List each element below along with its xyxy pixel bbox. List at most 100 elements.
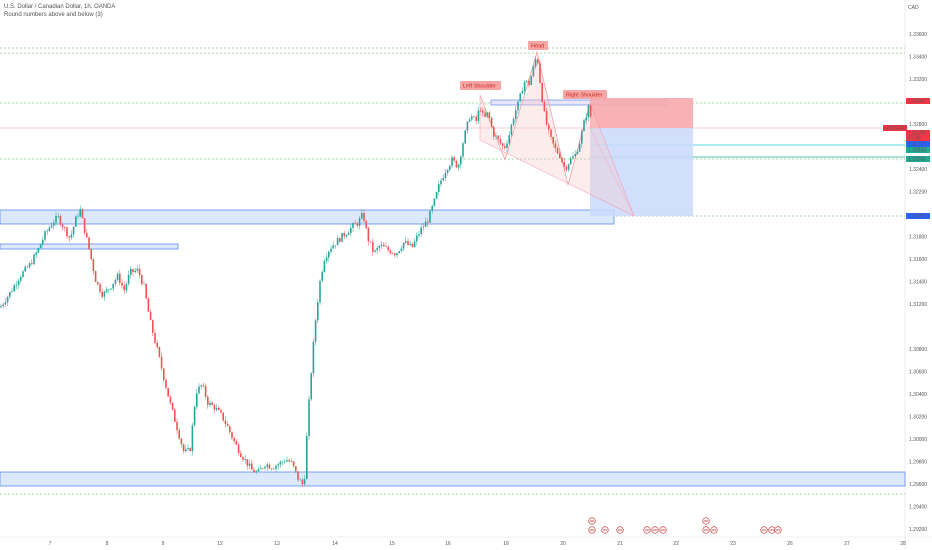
candle-body (589, 105, 592, 117)
event-flag-icon[interactable] (768, 526, 776, 534)
candle-body (451, 157, 453, 166)
candle-body (400, 248, 403, 252)
candle-body (242, 457, 244, 460)
candle-body (587, 105, 590, 118)
candle-body (484, 112, 486, 117)
time-tick-label: 26 (787, 541, 793, 547)
candle-body (86, 232, 88, 238)
candle-body (24, 266, 26, 272)
zones-layer (0, 47, 906, 495)
candle-body (477, 110, 480, 121)
candle-body (222, 412, 224, 421)
candle-body (391, 253, 394, 254)
candle-body (202, 385, 205, 387)
candle-body (413, 241, 416, 248)
price-axis[interactable]: CAD 1.33600 1.33400 1.33200 1.32800 1.32400 1… (908, 5, 927, 533)
candle-body (418, 233, 420, 236)
time-tick-label: 13 (274, 541, 280, 547)
event-flag-icon[interactable] (702, 517, 710, 525)
economic-events[interactable] (588, 517, 782, 534)
candle-body (453, 157, 455, 161)
event-flag-icon[interactable] (651, 526, 659, 534)
candle-body (585, 117, 587, 121)
candle-body (314, 320, 317, 342)
candle-body (339, 238, 341, 242)
candle-body (273, 468, 275, 470)
candle-body (495, 135, 497, 137)
candle-body (240, 453, 242, 458)
candle-body (539, 63, 541, 83)
time-tick-label: 8 (106, 541, 109, 547)
candle-body (394, 253, 396, 256)
time-axis[interactable]: 7 8 9 12 13 14 15 16 19 20 21 22 23 26 27 28 (49, 541, 906, 547)
candle-body (325, 257, 328, 262)
take-profit-zone (590, 128, 693, 216)
event-flag-icon[interactable] (588, 526, 596, 534)
candle-body (328, 251, 330, 258)
price-tick-label: 1.31800 (909, 234, 927, 240)
candle-body (583, 120, 585, 132)
candle-body (297, 471, 299, 480)
candle-body (407, 241, 409, 245)
candle-body (224, 420, 227, 424)
candle-body (182, 444, 185, 452)
price-badge-text: 1.32551 (908, 157, 926, 163)
event-flag-icon[interactable] (659, 526, 667, 534)
candle-body (310, 373, 312, 400)
candle-body (378, 245, 381, 248)
time-tick-label: 20 (560, 541, 566, 547)
candle-body (301, 479, 304, 485)
event-flag-icon[interactable] (760, 526, 768, 534)
candle-body (26, 266, 29, 268)
time-tick-label: 27 (844, 541, 850, 547)
candle-body (537, 59, 539, 64)
candle-body (226, 423, 229, 427)
event-flag-icon[interactable] (643, 526, 651, 534)
price-badge-box (906, 213, 930, 219)
candle-body (308, 399, 310, 437)
candle-body (405, 241, 407, 243)
candle-body (262, 468, 264, 469)
event-flag-icon[interactable] (616, 526, 624, 534)
candle-body (499, 138, 502, 144)
candle-body (83, 218, 86, 233)
candle-body (92, 259, 95, 272)
candle-body (176, 421, 178, 431)
candle-body (352, 223, 354, 228)
candle-body (275, 465, 277, 469)
candle-body (550, 129, 552, 137)
candle-body (411, 243, 414, 248)
candle-body (253, 469, 255, 473)
candle-body (174, 409, 176, 422)
candle-body (11, 291, 13, 292)
candle-body (207, 396, 209, 405)
candle-body (31, 263, 33, 265)
candle-body (158, 347, 161, 357)
candle-body (380, 244, 383, 246)
candle-body (334, 245, 337, 246)
candle-body (33, 254, 35, 265)
candle-body (9, 291, 11, 297)
event-flag-icon[interactable] (774, 526, 782, 534)
price-tick-label: 1.32800 (909, 122, 927, 128)
candle-body (48, 227, 51, 231)
candle-body (251, 463, 253, 470)
candle-body (361, 213, 363, 219)
candle-body (169, 396, 172, 403)
candle-body (75, 216, 77, 227)
event-flag-icon[interactable] (702, 526, 710, 534)
candle-body (486, 112, 488, 117)
event-flag-icon[interactable] (588, 517, 596, 525)
event-flag-icon[interactable] (710, 526, 718, 534)
event-flag-icon[interactable] (601, 526, 609, 534)
candle-body (121, 282, 123, 286)
candle-body (2, 304, 4, 306)
candle-body (200, 385, 202, 387)
candle-body (369, 241, 372, 243)
candle-body (319, 280, 321, 303)
candle-body (427, 221, 429, 223)
candle-body (323, 261, 326, 272)
price-badge-box (906, 135, 930, 141)
bottom-demand-zone (0, 471, 906, 487)
